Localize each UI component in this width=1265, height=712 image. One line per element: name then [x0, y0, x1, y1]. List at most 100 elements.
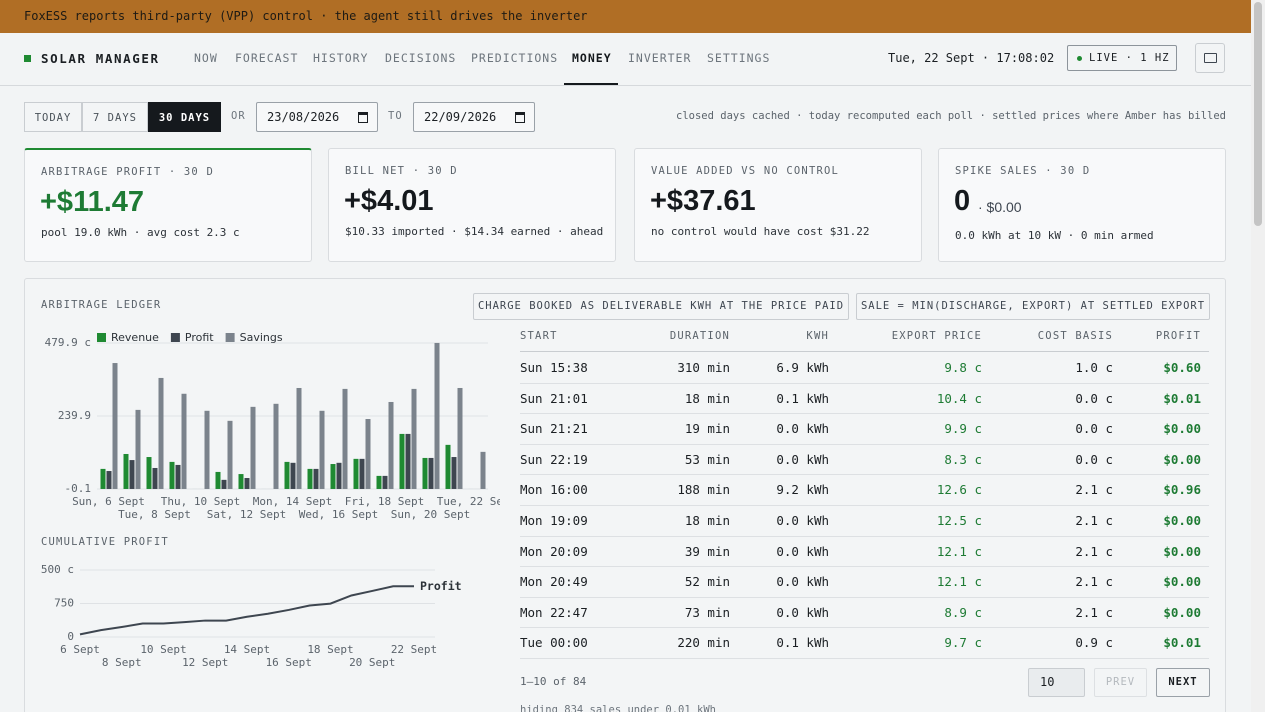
table-cell: 0.0 kWh: [776, 513, 829, 528]
nav-link[interactable]: INVERTER: [628, 51, 692, 65]
nav-bar: [0, 33, 1251, 86]
x-tick-label: 22 Sept: [391, 643, 437, 656]
nav-link[interactable]: HISTORY: [313, 51, 369, 65]
method-badge: SALE = MIN(DISCHARGE, EXPORT) AT SETTLED…: [856, 293, 1210, 320]
bar: [336, 462, 342, 489]
range-preset[interactable]: 7 DAYS: [82, 102, 148, 132]
scroll-thumb[interactable]: [1254, 2, 1262, 226]
bar: [204, 410, 210, 489]
summary-card: BILL NET · 30 D +$4.01 $10.33 imported · $…: [328, 148, 616, 262]
table-cell: $0.01: [1163, 390, 1201, 406]
legend-swatch: [97, 333, 106, 342]
table-cell: 39 min: [684, 543, 730, 559]
card-sub: no control would have cost $31.22: [651, 225, 870, 238]
next-button[interactable]: NEXT: [1156, 668, 1210, 697]
table-cell: 2.1 c: [1075, 513, 1113, 528]
row-rule: [520, 413, 1209, 415]
card-sub: 0.0 kWh at 10 kW · 0 min armed: [955, 229, 1154, 242]
card-value: +$4.01: [344, 185, 434, 217]
banner: [0, 0, 1251, 33]
live-badge[interactable]: LIVE · 1 HZ: [1067, 45, 1177, 71]
y-tick-label: 239.9: [58, 409, 91, 422]
date-input[interactable]: 22/09/2026: [413, 102, 535, 132]
page-size-input[interactable]: 10: [1028, 668, 1085, 697]
bar: [181, 393, 187, 489]
bar: [146, 457, 152, 489]
table-cell: Tue 00:00: [520, 635, 588, 651]
y-tick-label: 500 c: [41, 563, 74, 576]
table-cell: Sun 15:38: [520, 360, 588, 375]
table-cell: $0.01: [1163, 635, 1201, 651]
table-cell: 0.0 kWh: [776, 421, 829, 437]
bar: [238, 474, 244, 489]
row-rule: [520, 504, 1209, 506]
summary-card: ARBITRAGE PROFIT · 30 D +$11.47 pool 19.0 …: [24, 148, 312, 262]
table-cell: Sun 21:21: [520, 421, 588, 437]
range-preset[interactable]: 30 DAYS: [148, 102, 221, 132]
table-cell: 9.9 c: [944, 421, 982, 437]
x-tick-label: Thu, 10 Sept: [161, 495, 240, 508]
bar: [169, 461, 175, 489]
table-cell: 18 min: [684, 390, 730, 406]
range-preset[interactable]: TODAY: [24, 102, 82, 132]
table-cell: 12.1 c: [936, 543, 982, 559]
bar: [422, 457, 428, 489]
table-cell: $0.00: [1163, 421, 1201, 437]
nav-link[interactable]: FORECAST: [235, 51, 299, 65]
table-cell: 8.3 c: [944, 451, 982, 467]
display-button[interactable]: [1195, 43, 1225, 73]
card-sub: pool 19.0 kWh · avg cost 2.3 c: [41, 226, 240, 239]
chart-title: CUMULATIVE PROFIT: [41, 536, 169, 548]
table-cell: 73 min: [684, 604, 730, 620]
legend-swatch: [225, 333, 235, 342]
x-tick-label: 14 Sept: [224, 643, 270, 656]
table-cell: 220 min: [677, 635, 730, 651]
table-cell: 0.0 c: [1075, 451, 1113, 467]
table-cell: 9.7 c: [944, 635, 982, 651]
bar: [382, 475, 388, 489]
row-rule: [520, 474, 1209, 476]
bar: [112, 363, 118, 489]
card-value: 0: [954, 185, 971, 217]
card-label: ARBITRAGE PROFIT · 30 D: [41, 166, 214, 178]
x-tick-label: Tue, 8 Sept: [118, 508, 191, 521]
bar: [359, 458, 365, 489]
prev-button[interactable]: PREV: [1094, 668, 1147, 697]
bar: [388, 401, 394, 489]
nav-link[interactable]: DECISIONS: [385, 51, 457, 65]
card-label: VALUE ADDED VS NO CONTROL: [651, 165, 840, 177]
card-value: +$37.61: [650, 185, 756, 217]
live-text: LIVE · 1 HZ: [1089, 52, 1170, 64]
nav-active-underline: [564, 83, 618, 85]
bar: [221, 479, 227, 489]
table-cell: 53 min: [684, 451, 730, 467]
bar: [319, 410, 325, 489]
table-cell: 0.1 kWh: [776, 390, 829, 406]
table-header: COST BASIS: [1037, 330, 1113, 342]
legend-swatch: [170, 333, 180, 342]
y-tick-label: 0: [67, 630, 74, 643]
x-tick-label: 12 Sept: [182, 656, 228, 669]
nav-link[interactable]: NOW: [194, 51, 218, 65]
table-cell: Sun 21:01: [520, 390, 588, 406]
nav-link[interactable]: SETTINGS: [707, 51, 771, 65]
card-sub: $10.33 imported · $14.34 earned · ahead: [345, 225, 604, 238]
ledger-title: ARBITRAGE LEDGER: [41, 299, 162, 311]
table-cell: Mon 16:00: [520, 482, 588, 498]
nav-link[interactable]: PREDICTIONS: [471, 51, 559, 65]
bar: [273, 403, 279, 489]
bar: [313, 468, 319, 489]
date-input[interactable]: 23/08/2026: [256, 102, 378, 132]
brand: SOLAR MANAGER: [41, 51, 160, 66]
page-size-value: 10: [1040, 675, 1055, 689]
bar: [296, 387, 302, 489]
x-tick-label: 16 Sept: [266, 656, 312, 669]
bar: [244, 478, 250, 489]
table-cell: $0.00: [1163, 574, 1201, 590]
card-label: BILL NET · 30 D: [345, 165, 458, 177]
nav-link[interactable]: MONEY: [572, 51, 612, 65]
bar: [365, 419, 371, 489]
datetime: Tue, 22 Sept · 17:08:02: [888, 51, 1055, 65]
x-tick-label: Tue, 22 Sept: [437, 495, 516, 508]
table-cell: Mon 19:09: [520, 513, 588, 528]
